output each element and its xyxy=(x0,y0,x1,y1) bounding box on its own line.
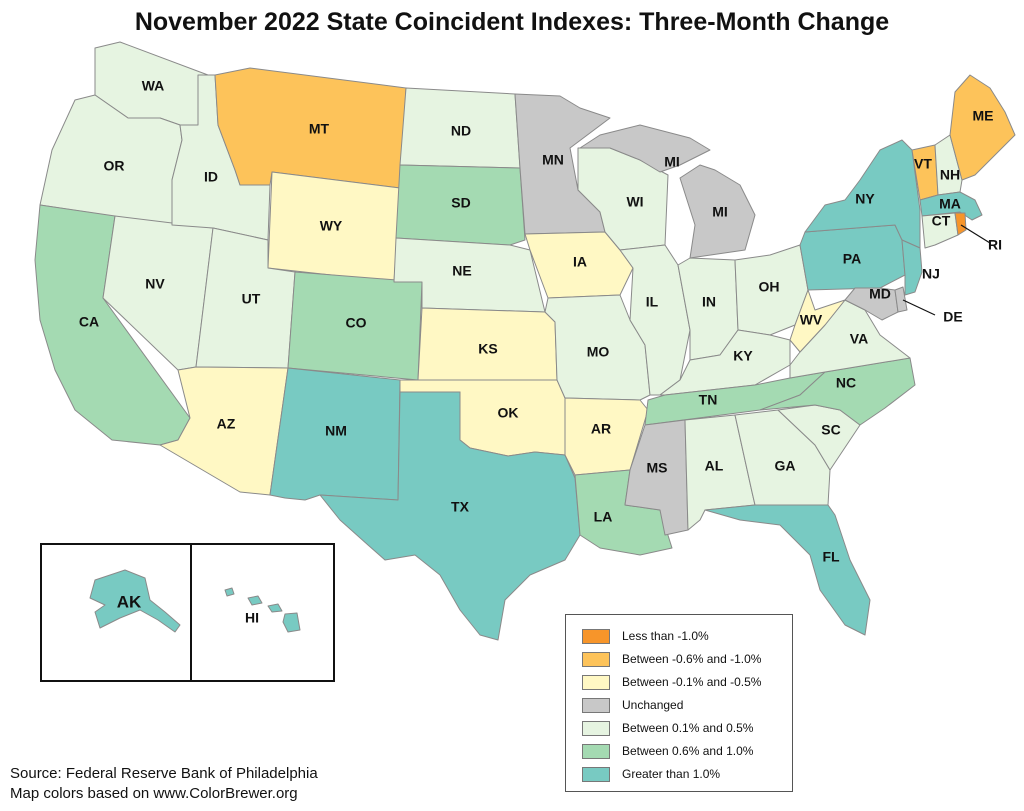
label-md: MD xyxy=(869,286,891,302)
label-nm: NM xyxy=(325,423,347,439)
label-ne: NE xyxy=(452,263,471,279)
label-pa: PA xyxy=(843,251,861,267)
legend-label: Between 0.1% and 0.5% xyxy=(622,721,754,735)
label-oh: OH xyxy=(759,279,780,295)
legend-label: Unchanged xyxy=(622,698,684,712)
color-credit-line: Map colors based on www.ColorBrewer.org xyxy=(10,785,298,802)
legend-swatch xyxy=(582,720,610,736)
label-ia: IA xyxy=(573,254,587,270)
legend-label: Greater than 1.0% xyxy=(622,767,721,781)
label-mi-upper: MI xyxy=(664,154,680,170)
legend-label: Between 0.6% and 1.0% xyxy=(622,744,754,758)
label-al: AL xyxy=(705,458,724,474)
state-wv[interactable] xyxy=(789,289,846,353)
label-tn: TN xyxy=(699,392,718,408)
legend-swatch xyxy=(582,628,610,644)
label-de: DE xyxy=(943,309,962,325)
label-ct: CT xyxy=(932,213,951,229)
label-nc: NC xyxy=(836,375,856,391)
label-mi-lower: MI xyxy=(712,204,728,220)
legend-label: Less than -1.0% xyxy=(622,629,709,643)
source-note: Source: Federal Reserve Bank of Philadel… xyxy=(10,764,318,804)
label-ks: KS xyxy=(478,341,497,357)
label-wy: WY xyxy=(320,218,343,234)
legend-label: Between -0.6% and -1.0% xyxy=(622,652,762,666)
legend-item: Between -0.1% and -0.5% xyxy=(582,673,761,691)
alaska-inset-frame xyxy=(40,543,192,682)
map-title: November 2022 State Coincident Indexes: … xyxy=(134,8,890,36)
label-wa: WA xyxy=(142,78,165,94)
label-mo: MO xyxy=(587,344,610,360)
label-nj: NJ xyxy=(922,266,940,282)
state-nc[interactable] xyxy=(759,357,916,426)
label-az: AZ xyxy=(217,416,236,432)
source-line: Source: Federal Reserve Bank of Philadel… xyxy=(10,765,318,782)
label-wv: WV xyxy=(800,312,823,328)
label-ms: MS xyxy=(647,460,668,476)
label-nv: NV xyxy=(145,276,165,292)
label-ny: NY xyxy=(855,191,875,207)
label-sc: SC xyxy=(821,422,840,438)
state-fl[interactable] xyxy=(704,504,871,636)
state-nj[interactable] xyxy=(901,239,923,296)
label-ky: KY xyxy=(733,348,753,364)
hawaii-inset-frame xyxy=(190,543,335,682)
legend-swatch xyxy=(582,697,610,713)
label-ma: MA xyxy=(939,196,961,212)
state-sd[interactable] xyxy=(395,164,526,246)
label-mn: MN xyxy=(542,152,564,168)
state-nh[interactable] xyxy=(934,134,963,196)
state-ny[interactable] xyxy=(804,139,921,249)
legend-swatch xyxy=(582,743,610,759)
state-mi-upper[interactable] xyxy=(579,124,711,173)
legend-item: Unchanged xyxy=(582,696,683,714)
label-il: IL xyxy=(646,294,659,310)
legend-label: Between -0.1% and -0.5% xyxy=(622,675,762,689)
label-sd: SD xyxy=(451,195,470,211)
state-de[interactable] xyxy=(894,286,908,313)
label-nh: NH xyxy=(940,167,960,183)
label-ga: GA xyxy=(775,458,796,474)
legend-item: Between 0.1% and 0.5% xyxy=(582,719,753,737)
label-me: ME xyxy=(973,108,994,124)
label-mt: MT xyxy=(309,121,330,137)
label-ut: UT xyxy=(242,291,261,307)
state-mt[interactable] xyxy=(214,67,407,189)
label-ok: OK xyxy=(498,405,519,421)
legend-item: Between 0.6% and 1.0% xyxy=(582,742,753,760)
legend-swatch xyxy=(582,766,610,782)
legend-swatch xyxy=(582,651,610,667)
label-ar: AR xyxy=(591,421,611,437)
label-in: IN xyxy=(702,294,716,310)
label-id: ID xyxy=(204,169,218,185)
legend-item: Less than -1.0% xyxy=(582,627,709,645)
label-co: CO xyxy=(346,315,367,331)
state-tx[interactable] xyxy=(319,391,581,641)
label-ca: CA xyxy=(79,314,99,330)
state-ri[interactable] xyxy=(954,212,967,236)
state-mi-lower[interactable] xyxy=(679,164,756,259)
legend-swatch xyxy=(582,674,610,690)
label-ri: RI xyxy=(988,237,1002,253)
legend-item: Between -0.6% and -1.0% xyxy=(582,650,761,668)
legend: Less than -1.0% Between -0.6% and -1.0% … xyxy=(565,614,793,792)
label-wi: WI xyxy=(626,194,643,210)
ri-leader-line xyxy=(960,224,991,244)
label-va: VA xyxy=(850,331,868,347)
label-nd: ND xyxy=(451,123,471,139)
label-fl: FL xyxy=(822,549,840,565)
label-or: OR xyxy=(104,158,125,174)
state-ct[interactable] xyxy=(921,212,959,249)
label-vt: VT xyxy=(914,156,932,172)
state-me[interactable] xyxy=(949,74,1016,181)
label-la: LA xyxy=(594,509,613,525)
label-tx: TX xyxy=(451,499,470,515)
de-leader-line xyxy=(902,299,936,316)
legend-item: Greater than 1.0% xyxy=(582,765,720,783)
